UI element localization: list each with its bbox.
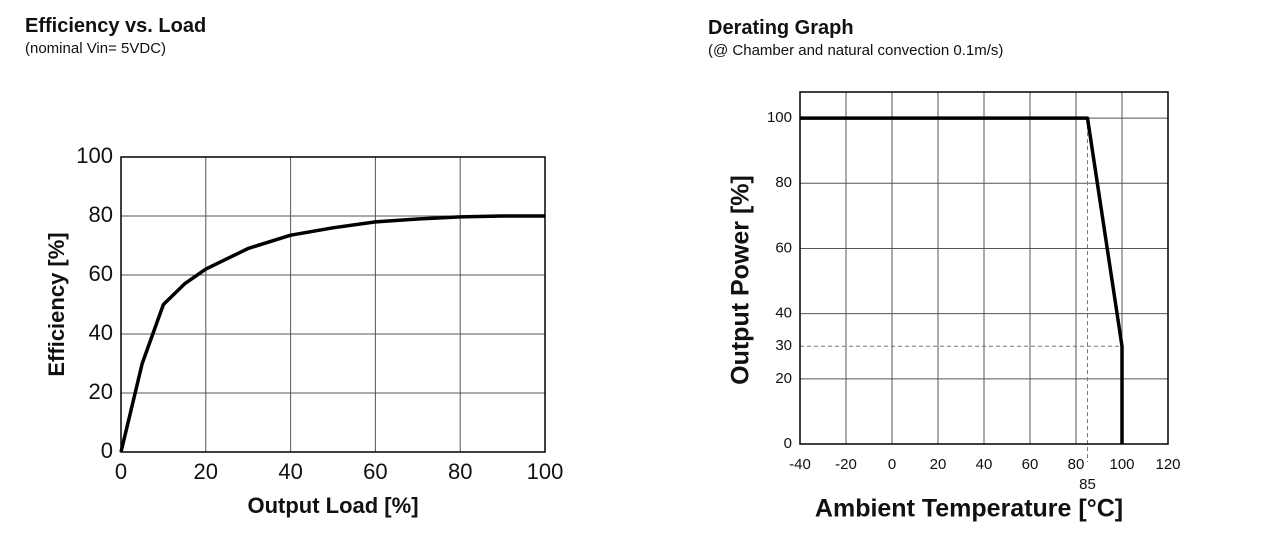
chart-title: Derating Graph	[708, 17, 854, 39]
x-tick-label: 20	[930, 456, 947, 473]
y-axis-label: Efficiency [%]	[44, 232, 69, 376]
y-tick-label: 0	[784, 435, 792, 452]
y-tick-label: 0	[101, 438, 113, 463]
x-tick-label: 60	[363, 459, 387, 484]
y-tick-label: 100	[76, 143, 113, 168]
x-tick-label: 100	[527, 459, 564, 484]
x-tick-label: 80	[448, 459, 472, 484]
y-tick-label: 60	[89, 261, 113, 286]
y-tick-label: 100	[767, 109, 792, 126]
y-tick-label: 20	[775, 370, 792, 387]
x-tick-label: -20	[835, 456, 857, 473]
x-axis-label: Output Load [%]	[247, 493, 418, 518]
y-tick-label: 60	[775, 239, 792, 256]
chart-subtitle: (@ Chamber and natural convection 0.1m/s…	[708, 42, 1003, 59]
y-tick-label: 80	[89, 202, 113, 227]
chart-subtitle: (nominal Vin= 5VDC)	[25, 40, 166, 57]
x-tick-label: 40	[278, 459, 302, 484]
x-tick-label: 20	[194, 459, 218, 484]
x-tick-label: 0	[888, 456, 896, 473]
y-tick-label: 80	[775, 174, 792, 191]
plot-frame	[120, 156, 546, 453]
data-line	[119, 214, 545, 453]
x-axis-label: Ambient Temperature [°C]	[815, 495, 1123, 523]
x-tick-label: 0	[115, 459, 127, 484]
x-tick-label: 120	[1155, 456, 1180, 473]
y-axis-label: Output Power [%]	[727, 175, 755, 385]
plot-frame	[799, 91, 1169, 445]
x-tick-label: 100	[1109, 456, 1134, 473]
x-tick-label: 80	[1068, 456, 1085, 473]
y-tick-label: 40	[775, 305, 792, 322]
y-tick-label: 30	[775, 337, 792, 354]
y-tick-label: 20	[89, 379, 113, 404]
y-tick-label: 40	[89, 320, 113, 345]
x-tick-label: 60	[1022, 456, 1039, 473]
data-line	[800, 116, 1124, 444]
chart-title: Efficiency vs. Load	[25, 15, 206, 37]
x-tick-label: 40	[976, 456, 993, 473]
x-tick-label: -40	[789, 456, 811, 473]
reference-label: 85	[1079, 476, 1096, 493]
